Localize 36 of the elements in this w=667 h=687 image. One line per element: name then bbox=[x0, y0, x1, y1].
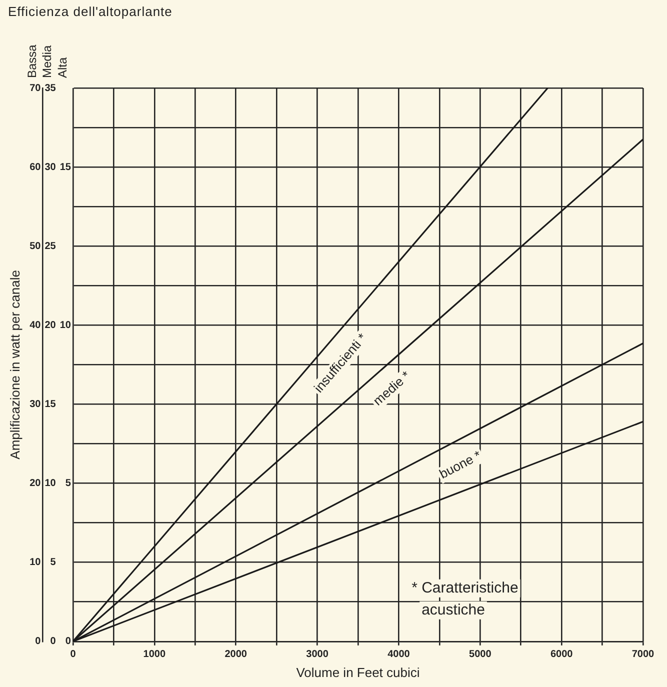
y-tick-label: 60 bbox=[30, 162, 42, 173]
y2-tick-label: 35 bbox=[44, 82, 56, 94]
y-tick-label: 30 bbox=[30, 398, 42, 410]
x-tick-label: 3000 bbox=[306, 649, 329, 660]
x-tick-label: 4000 bbox=[388, 649, 410, 660]
chart-title: Efficienza dell'altoparlante bbox=[8, 4, 172, 19]
x-tick-label: 2000 bbox=[224, 649, 248, 660]
y3-tick-label: 15 bbox=[60, 162, 72, 173]
y2-tick-label: 10 bbox=[44, 478, 56, 490]
text: Media bbox=[40, 44, 54, 78]
y-tick-label: 0 bbox=[35, 636, 42, 648]
y2-tick-label: 20 bbox=[44, 320, 56, 331]
y2-tick-label: 15 bbox=[44, 398, 56, 410]
y2-tick-label: 30 bbox=[44, 162, 56, 173]
x-tick-label: 0 bbox=[70, 649, 76, 660]
y3-tick-label: 5 bbox=[65, 478, 72, 490]
y2-tick-label: 5 bbox=[50, 557, 56, 568]
annotation: * Caratteristiche acustiche bbox=[412, 579, 518, 618]
y3-tick-label: 0 bbox=[65, 636, 72, 648]
y-tick-label: 10 bbox=[30, 557, 42, 568]
y-tick-label: 20 bbox=[30, 478, 42, 490]
x-tick-label: 7000 bbox=[632, 649, 655, 660]
y-axis-title: Amplificazione in watt per canale bbox=[7, 270, 22, 460]
y-tick-label: 40 bbox=[30, 320, 42, 331]
x-tick-label: 6000 bbox=[550, 649, 574, 660]
y-tick-label: 70 bbox=[30, 82, 42, 94]
y2-tick-label: 0 bbox=[50, 636, 56, 648]
annotation: buone * bbox=[436, 448, 484, 482]
y2-tick-label: 25 bbox=[44, 240, 56, 252]
text: Bassa bbox=[25, 44, 40, 78]
y3-tick-label: 10 bbox=[60, 320, 72, 331]
x-tick-label: 1000 bbox=[143, 649, 166, 660]
x-tick-label: 5000 bbox=[469, 649, 492, 660]
y-tick-label: 50 bbox=[30, 240, 42, 252]
text: Alta bbox=[55, 56, 70, 78]
x-axis-title: Volume in Feet cubici bbox=[296, 664, 420, 680]
